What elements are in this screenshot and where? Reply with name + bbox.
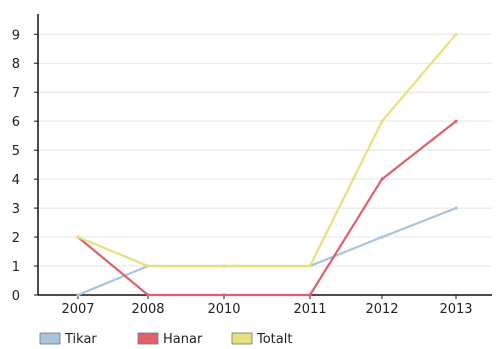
data-point-totalt: [308, 264, 312, 268]
axes: [37, 14, 492, 296]
data-point-totalt: [76, 235, 80, 239]
legend-label-tikar: Tikar: [64, 332, 97, 347]
data-point-totalt: [454, 32, 458, 36]
series-line-hanar: [76, 120, 458, 297]
x-tick-label: 2007: [61, 302, 94, 317]
data-point-hanar: [308, 293, 312, 297]
data-point-hanar: [380, 177, 384, 181]
x-tick-label: 2013: [439, 302, 472, 317]
y-tick-label: 5: [12, 144, 20, 159]
series-line-tikar: [76, 207, 458, 297]
y-tick-label: 9: [12, 28, 20, 43]
data-point-totalt: [222, 264, 226, 268]
data-point-tikar: [380, 235, 384, 239]
data-point-hanar: [222, 293, 226, 297]
legend-swatch-hanar: [137, 332, 159, 345]
x-tick-label: 2010: [207, 302, 240, 317]
y-tick-label: 0: [12, 289, 20, 304]
x-tick-label: 2011: [293, 302, 326, 317]
data-point-hanar: [146, 293, 150, 297]
data-point-totalt: [146, 264, 150, 268]
legend: Tikar Hanar Totalt: [39, 332, 292, 347]
data-point-hanar: [454, 119, 458, 123]
grid-lines: [38, 33, 492, 267]
y-tick-label: 2: [12, 231, 20, 246]
y-tick-label: 3: [12, 202, 20, 217]
y-tick-label: 6: [12, 115, 20, 130]
data-point-tikar: [454, 206, 458, 210]
legend-swatch-totalt: [231, 332, 253, 345]
legend-label-hanar: Hanar: [163, 332, 203, 347]
x-tick-label: 2012: [365, 302, 398, 317]
y-tick-label: 1: [12, 260, 20, 275]
y-tick-label: 7: [12, 86, 20, 101]
series-line-totalt: [76, 33, 458, 268]
legend-label-totalt: Totalt: [256, 332, 292, 347]
y-tick-labels: 0 1 2 3 4 5 6 7 8 9: [12, 28, 38, 304]
series-lines: [76, 32, 458, 297]
x-tick-label: 2008: [131, 302, 164, 317]
data-point-tikar: [76, 293, 80, 297]
legend-swatch-tikar: [39, 332, 61, 345]
x-tick-labels: 2007 2008 2010 2011 2012 2013: [61, 295, 473, 317]
y-tick-label: 4: [12, 173, 20, 188]
data-point-totalt: [380, 119, 384, 123]
y-tick-label: 8: [12, 57, 20, 72]
